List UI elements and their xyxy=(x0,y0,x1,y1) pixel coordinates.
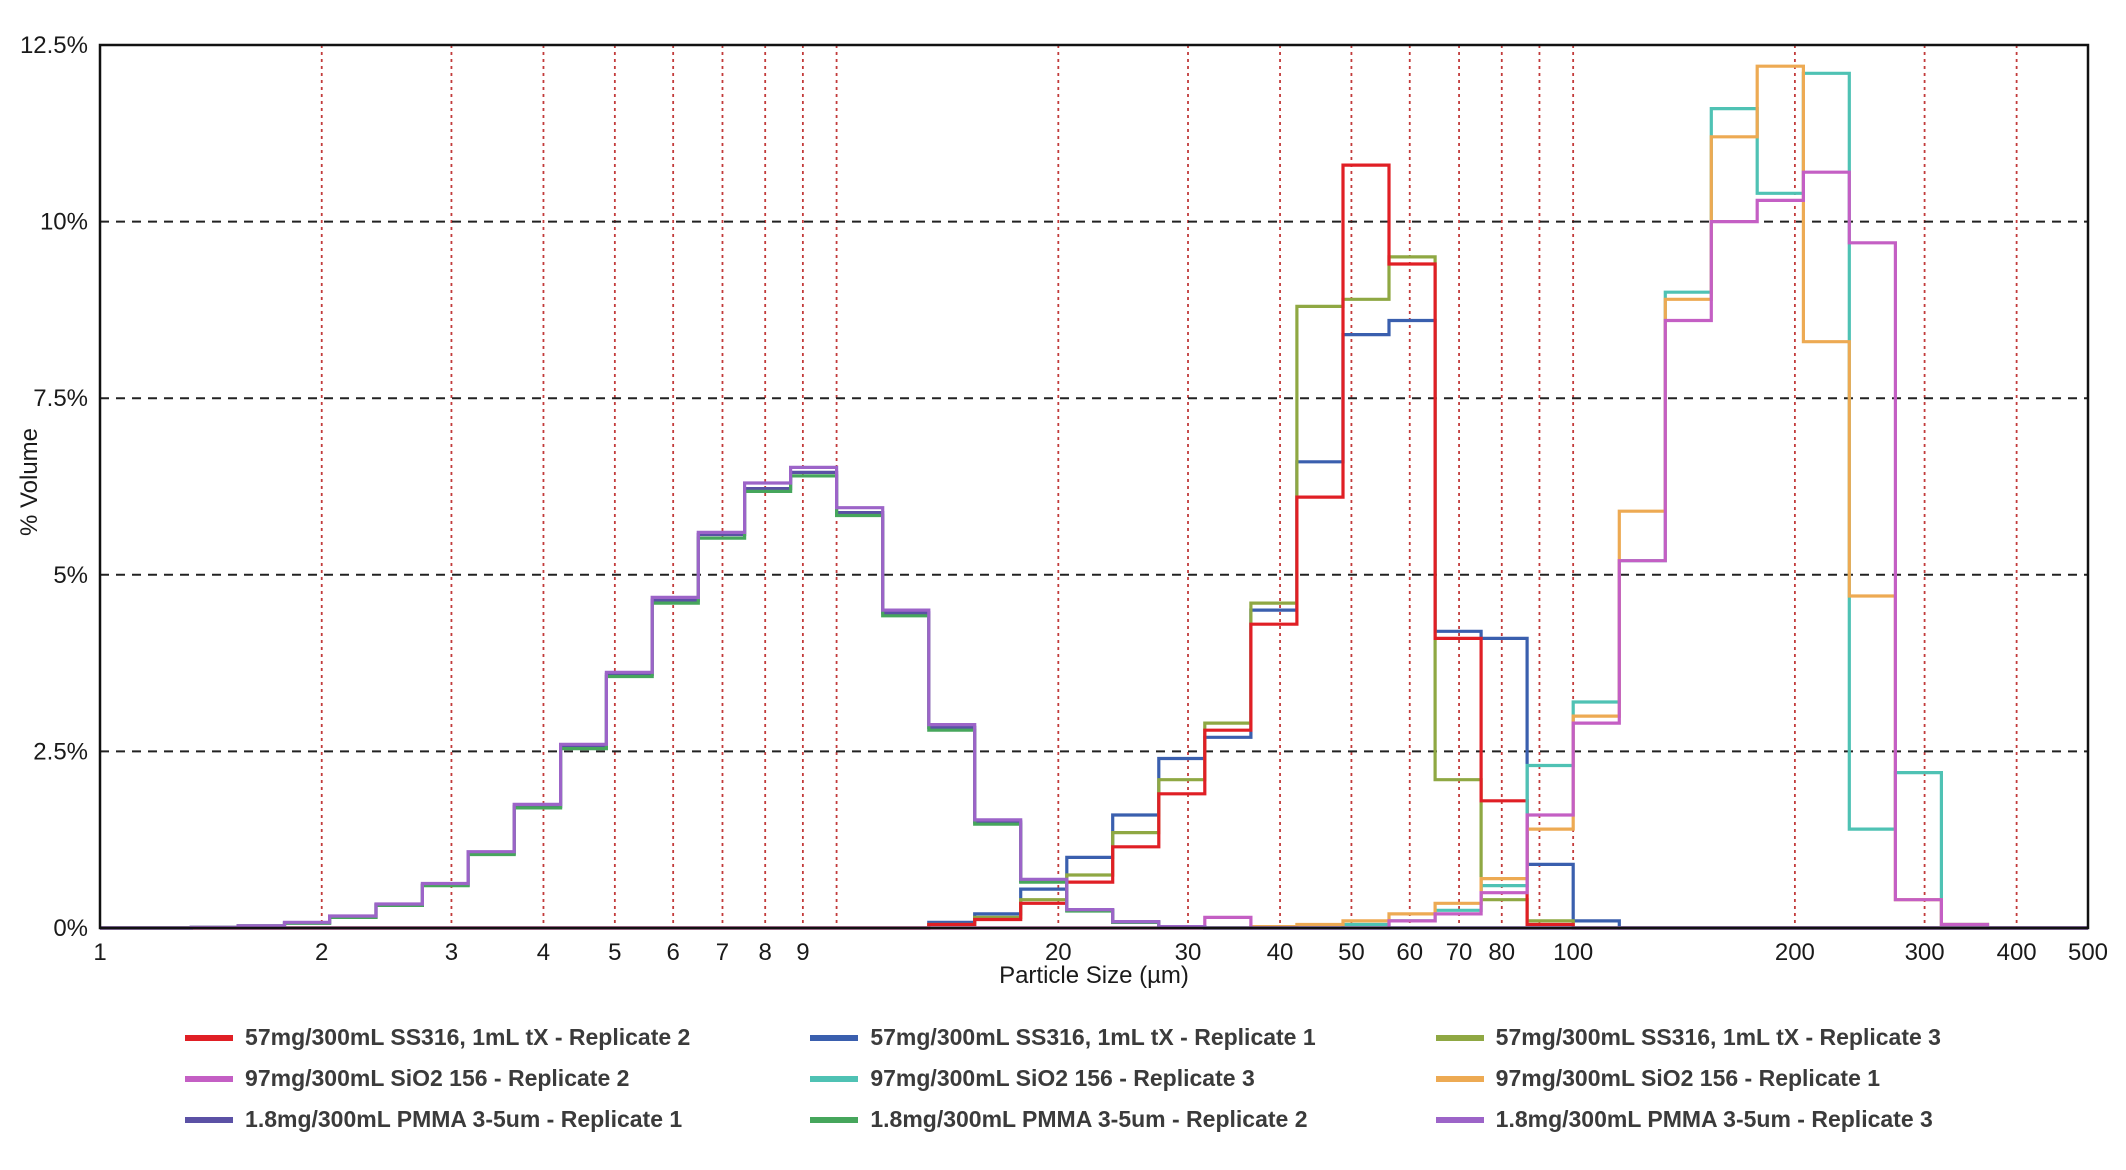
legend-item-sio2-rep1: 97mg/300mL SiO2 156 - Replicate 1 xyxy=(1435,1065,1941,1092)
x-tick-label: 2 xyxy=(315,939,328,966)
x-tick-label: 100 xyxy=(1553,939,1593,966)
legend-label: 1.8mg/300mL PMMA 3-5um - Replicate 2 xyxy=(870,1106,1308,1132)
x-tick-label: 5 xyxy=(608,939,621,966)
x-tick-label: 6 xyxy=(666,939,679,966)
legend-swatch-sio2-rep2 xyxy=(185,1075,234,1082)
y-tick-labels: 0% 2.5% 5% 7.5% 10% 12.5% xyxy=(20,32,88,942)
x-tick-label: 3 xyxy=(445,939,458,966)
legend-item-ss316-rep1: 57mg/300mL SS316, 1mL tX - Replicate 1 xyxy=(810,1024,1316,1051)
legend-item-pmma-rep3: 1.8mg/300mL PMMA 3-5um - Replicate 3 xyxy=(1435,1106,1941,1133)
series-lines xyxy=(100,64,2088,930)
y-axis-title: % Volume xyxy=(16,427,43,537)
legend-item-pmma-rep1: 1.8mg/300mL PMMA 3-5um - Replicate 1 xyxy=(185,1106,690,1133)
x-tick-label: 60 xyxy=(1396,939,1423,966)
series-line-ss316-rep1 xyxy=(100,318,2088,930)
y-tick-label: 7.5% xyxy=(33,385,88,412)
legend-swatch-pmma-rep3 xyxy=(1435,1116,1484,1123)
legend-swatch-sio2-rep3 xyxy=(810,1075,859,1082)
legend-label: 97mg/300mL SiO2 156 - Replicate 3 xyxy=(870,1065,1255,1091)
x-tick-label: 500 xyxy=(2068,939,2108,966)
gridlines-horizontal xyxy=(100,44,2088,753)
x-tick-label: 7 xyxy=(716,939,729,966)
legend-item-ss316-rep2: 57mg/300mL SS316, 1mL tX - Replicate 2 xyxy=(185,1024,690,1051)
y-tick-label: 5% xyxy=(53,562,88,589)
x-tick-label: 50 xyxy=(1338,939,1365,966)
series-line-pmma-rep1 xyxy=(100,470,2088,930)
legend-label: 57mg/300mL SS316, 1mL tX - Replicate 2 xyxy=(245,1024,691,1050)
y-tick-label: 10% xyxy=(40,209,88,236)
gridlines-vertical xyxy=(320,45,2089,928)
legend-swatch-pmma-rep2 xyxy=(810,1116,859,1123)
particle-size-distribution-chart: 0% 2.5% 5% 7.5% 10% 12.5% 1 2 3 4 5 6 7 8 9 20 30 40 50 60 7… xyxy=(16,32,2109,989)
x-tick-label: 200 xyxy=(1775,939,1815,966)
y-tick-label: 12.5% xyxy=(20,32,88,59)
legend-swatch-ss316-rep2 xyxy=(185,1034,234,1041)
x-tick-labels: 1 2 3 4 5 6 7 8 9 20 30 40 50 60 70 80 100 200 300 400 500 xyxy=(93,939,2108,966)
legend-swatch-ss316-rep3 xyxy=(1435,1034,1484,1041)
x-tick-label: 1 xyxy=(93,939,106,966)
legend-label: 97mg/300mL SiO2 156 - Replicate 2 xyxy=(245,1065,630,1091)
y-tick-label: 2.5% xyxy=(33,738,88,765)
series-line-sio2-rep2 xyxy=(100,170,2088,930)
x-tick-label: 8 xyxy=(759,939,772,966)
y-tick-label: 0% xyxy=(53,915,88,942)
legend-swatch-pmma-rep1 xyxy=(185,1116,234,1123)
legend-item-sio2-rep2: 97mg/300mL SiO2 156 - Replicate 2 xyxy=(185,1065,690,1092)
x-tick-label: 400 xyxy=(1997,939,2037,966)
series-line-ss316-rep3 xyxy=(100,255,2088,930)
series-line-ss316-rep2 xyxy=(100,163,2088,930)
x-tick-label: 30 xyxy=(1175,939,1202,966)
legend-swatch-sio2-rep1 xyxy=(1435,1075,1484,1082)
x-tick-label: 4 xyxy=(537,939,550,966)
x-tick-label: 20 xyxy=(1045,939,1072,966)
x-tick-label: 40 xyxy=(1267,939,1294,966)
legend-item-ss316-rep3: 57mg/300mL SS316, 1mL tX - Replicate 3 xyxy=(1435,1024,1941,1051)
x-tick-label: 300 xyxy=(1905,939,1945,966)
plot-border xyxy=(98,43,2090,930)
x-axis-title: Particle Size (µm) xyxy=(999,962,1189,989)
legend-label: 57mg/300mL SS316, 1mL tX - Replicate 3 xyxy=(1495,1024,1941,1050)
legend-label: 57mg/300mL SS316, 1mL tX - Replicate 1 xyxy=(870,1024,1316,1050)
legend-label: 1.8mg/300mL PMMA 3-5um - Replicate 3 xyxy=(1495,1106,1933,1132)
x-tick-label: 70 xyxy=(1446,939,1473,966)
legend-swatch-ss316-rep1 xyxy=(810,1034,859,1041)
legend-label: 1.8mg/300mL PMMA 3-5um - Replicate 1 xyxy=(245,1106,683,1132)
x-tick-label: 80 xyxy=(1488,939,1515,966)
series-line-sio2-rep1 xyxy=(100,64,2088,930)
chart-canvas: 0% 2.5% 5% 7.5% 10% 12.5% 1 2 3 4 5 6 7 8 9 20 30 40 50 60 7… xyxy=(20,32,2108,966)
legend-label: 97mg/300mL SiO2 156 - Replicate 1 xyxy=(1495,1065,1881,1091)
legend-item-pmma-rep2: 1.8mg/300mL PMMA 3-5um - Replicate 2 xyxy=(810,1106,1315,1133)
legend: 57mg/300mL SS316, 1mL tX - Replicate 2 57… xyxy=(0,1024,2126,1133)
x-tick-label: 9 xyxy=(796,939,809,966)
legend-item-sio2-rep3: 97mg/300mL SiO2 156 - Replicate 3 xyxy=(810,1065,1315,1092)
series-line-pmma-rep2 xyxy=(100,474,2088,930)
